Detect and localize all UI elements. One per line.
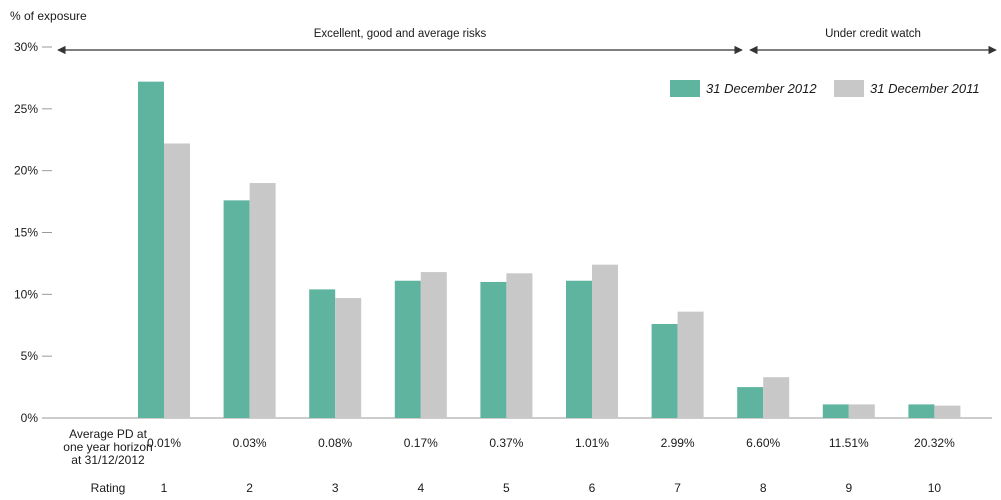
pd-value-label: 0.03% — [233, 436, 267, 450]
band-label: Excellent, good and average risks — [314, 28, 487, 40]
bar-2012 — [908, 404, 935, 418]
bar-2011 — [592, 264, 618, 418]
rating-tick-label: 2 — [246, 481, 253, 495]
bar-2011 — [848, 404, 875, 418]
y-tick-label: 15% — [14, 226, 38, 240]
pd-value-label: 2.99% — [661, 436, 695, 450]
legend-swatch — [670, 80, 700, 97]
bar-2012 — [651, 324, 678, 418]
bar-2011 — [763, 377, 790, 418]
bar-2012 — [138, 81, 164, 419]
legend: 31 December 2012 31 December 2011 — [670, 80, 980, 97]
risk-bands: Excellent, good and average risks Under c… — [57, 28, 997, 55]
y-tick-label: 20% — [14, 164, 38, 178]
legend-swatch — [834, 80, 864, 97]
pd-value-label: 1.01% — [575, 436, 609, 450]
pd-value-label: 11.51% — [829, 436, 869, 450]
bar-2012 — [394, 280, 421, 418]
rating-tick-label: 10 — [928, 481, 942, 495]
y-tick-label: 25% — [14, 102, 38, 116]
y-tick-label: 5% — [21, 349, 39, 363]
bar-2012 — [223, 200, 250, 418]
rating-tick-label: 7 — [674, 481, 681, 495]
bar-2012 — [480, 281, 507, 418]
rating-tick-label: 6 — [589, 481, 596, 495]
bar-2012 — [822, 404, 849, 418]
y-tick-label: 0% — [21, 411, 39, 425]
bar-2011 — [164, 143, 190, 418]
rating-tick-label: 3 — [332, 481, 339, 495]
rating-tick-label: 5 — [503, 481, 510, 495]
y-axis-title: % of exposure — [10, 9, 87, 23]
y-tick-label: 10% — [14, 287, 38, 301]
band-label: Under credit watch — [825, 28, 921, 40]
pd-row-label-line: one year horizon — [63, 440, 152, 454]
y-tick-label: 30% — [14, 40, 38, 54]
bar-2012 — [566, 280, 592, 418]
rating-row-label: Rating — [91, 481, 126, 495]
bar-2012 — [737, 387, 764, 418]
pd-value-label: 20.32% — [914, 436, 955, 450]
bar-2012 — [309, 289, 336, 418]
legend-label: 31 December 2011 — [870, 81, 980, 96]
rating-tick-label: 4 — [417, 481, 424, 495]
bar-2011 — [249, 183, 276, 418]
legend-label: 31 December 2012 — [706, 81, 817, 96]
bar-2011 — [506, 273, 533, 418]
rating-tick-label: 8 — [760, 481, 767, 495]
pd-value-label: 0.17% — [404, 436, 438, 450]
rating-tick-label: 9 — [845, 481, 852, 495]
bar-2011 — [934, 405, 961, 418]
pd-value-label: 0.08% — [318, 436, 352, 450]
pd-row-label-line: at 31/12/2012 — [71, 453, 145, 467]
pd-value-label: 0.01% — [147, 436, 181, 450]
bars — [138, 81, 961, 419]
bar-2011 — [335, 298, 362, 418]
pd-row-label-line: Average PD at — [69, 427, 147, 441]
bar-2011 — [677, 311, 704, 418]
pd-value-label: 6.60% — [746, 436, 780, 450]
bar-2011 — [420, 272, 447, 418]
rating-tick-label: 1 — [161, 481, 168, 495]
pd-value-label: 0.37% — [489, 436, 523, 450]
